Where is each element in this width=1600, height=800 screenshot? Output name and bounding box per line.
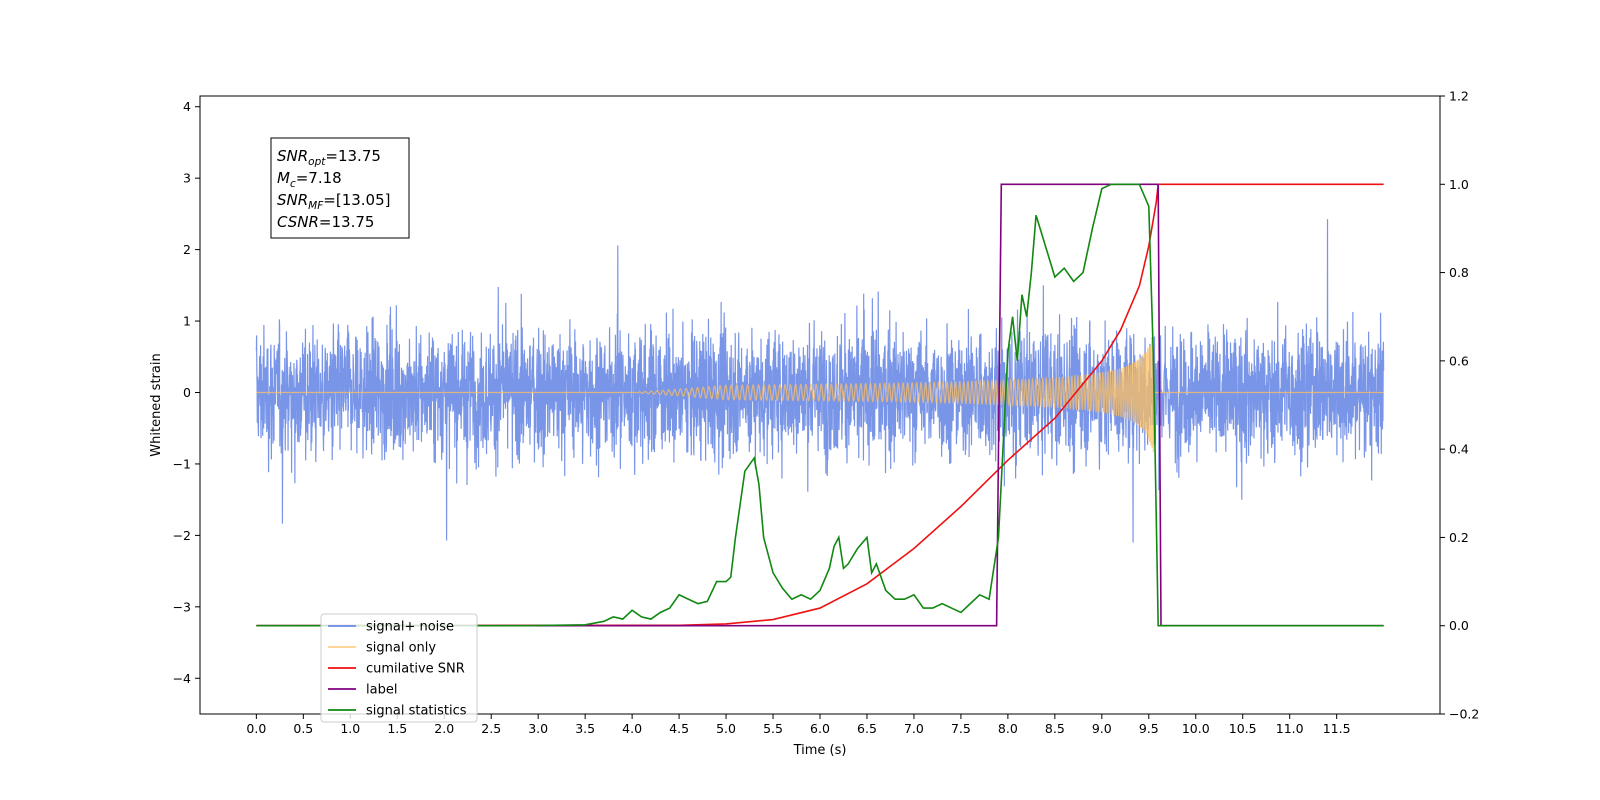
x-tick-label: 0.0 [246,721,266,736]
y-tick-label: 0 [183,385,191,400]
y-axis-ticks: 4 3 2 1 0 −1 −2 −3 −4 [173,99,200,686]
y-tick-label: 1 [183,314,191,329]
x-tick-label: 7.0 [904,721,924,736]
x-tick-label: 4.0 [622,721,642,736]
annotation-line: CSNR=13.75 [277,213,374,231]
x-tick-label: 2.0 [434,721,454,736]
y-tick-label: 2 [183,242,191,257]
x-tick-label: 3.0 [528,721,548,736]
right-y-tick-label: −0.2 [1449,707,1479,722]
series-cumulative-snr [256,183,1384,627]
x-tick-label: 7.5 [951,721,971,736]
legend-label: signal+ noise [366,620,454,635]
x-tick-label: 11.5 [1323,721,1351,736]
series-signal-noise [255,219,1385,543]
y-tick-label: −1 [173,456,191,471]
x-tick-label: 8.0 [998,721,1018,736]
x-tick-label: 5.5 [763,721,783,736]
x-tick-label: 1.5 [387,721,407,736]
x-tick-label: 6.5 [857,721,877,736]
x-tick-label: 11.0 [1276,721,1304,736]
x-axis-label: Time (s) [793,743,847,758]
y-tick-label: −4 [173,671,191,686]
legend-label: label [366,683,397,698]
y-tick-label: 3 [183,171,191,186]
right-y-tick-label: 1.2 [1449,89,1469,104]
y-tick-label: 4 [183,99,191,114]
x-tick-label: 5.0 [716,721,736,736]
legend-label: cumilative SNR [366,662,465,677]
right-y-tick-label: 0.2 [1449,530,1469,545]
legend-label: signal statistics [366,704,467,719]
x-tick-label: 9.5 [1139,721,1159,736]
right-y-tick-label: 1.0 [1449,177,1469,192]
x-tick-label: 10.0 [1182,721,1210,736]
x-tick-label: 1.0 [340,721,360,736]
right-y-tick-label: 0.0 [1449,618,1469,633]
x-tick-label: 6.0 [810,721,830,736]
right-y-tick-label: 0.4 [1449,442,1469,457]
annotation-line: SNRopt=13.75 [277,147,381,168]
series-signal-only [256,335,1384,453]
y-tick-label: −2 [173,528,191,543]
annotation-box: SNRopt=13.75Mc=7.18SNRMF=[13.05]CSNR=13.… [270,137,410,239]
right-y-tick-label: 0.6 [1449,353,1469,368]
x-tick-label: 10.5 [1229,721,1257,736]
x-tick-label: 3.5 [575,721,595,736]
right-y-tick-label: 0.8 [1449,265,1469,280]
x-tick-label: 8.5 [1045,721,1065,736]
series-signal-statistics [256,183,1384,627]
legend-label: signal only [366,641,436,656]
y-tick-label: −3 [173,599,191,614]
x-tick-label: 4.5 [669,721,689,736]
legend: signal+ noise signal only cumilative SNR la… [320,613,478,723]
series-layer [255,183,1385,627]
x-tick-label: 9.0 [1092,721,1112,736]
annotation-line: SNRMF=[13.05] [277,191,391,212]
right-y-axis-ticks: 1.2 1.0 0.8 0.6 0.4 0.2 0.0 −0.2 [1440,89,1479,722]
annotation-line: Mc=7.18 [277,169,342,190]
x-tick-label: 2.5 [481,721,501,736]
x-tick-label: 0.5 [293,721,313,736]
x-axis-ticks: 0.0 0.5 1.0 1.5 2.0 2.5 3.0 3.5 4.0 4.5 5.0 5.5 6.0 6… [246,714,1351,736]
y-axis-label: Whitened strain [149,353,164,456]
